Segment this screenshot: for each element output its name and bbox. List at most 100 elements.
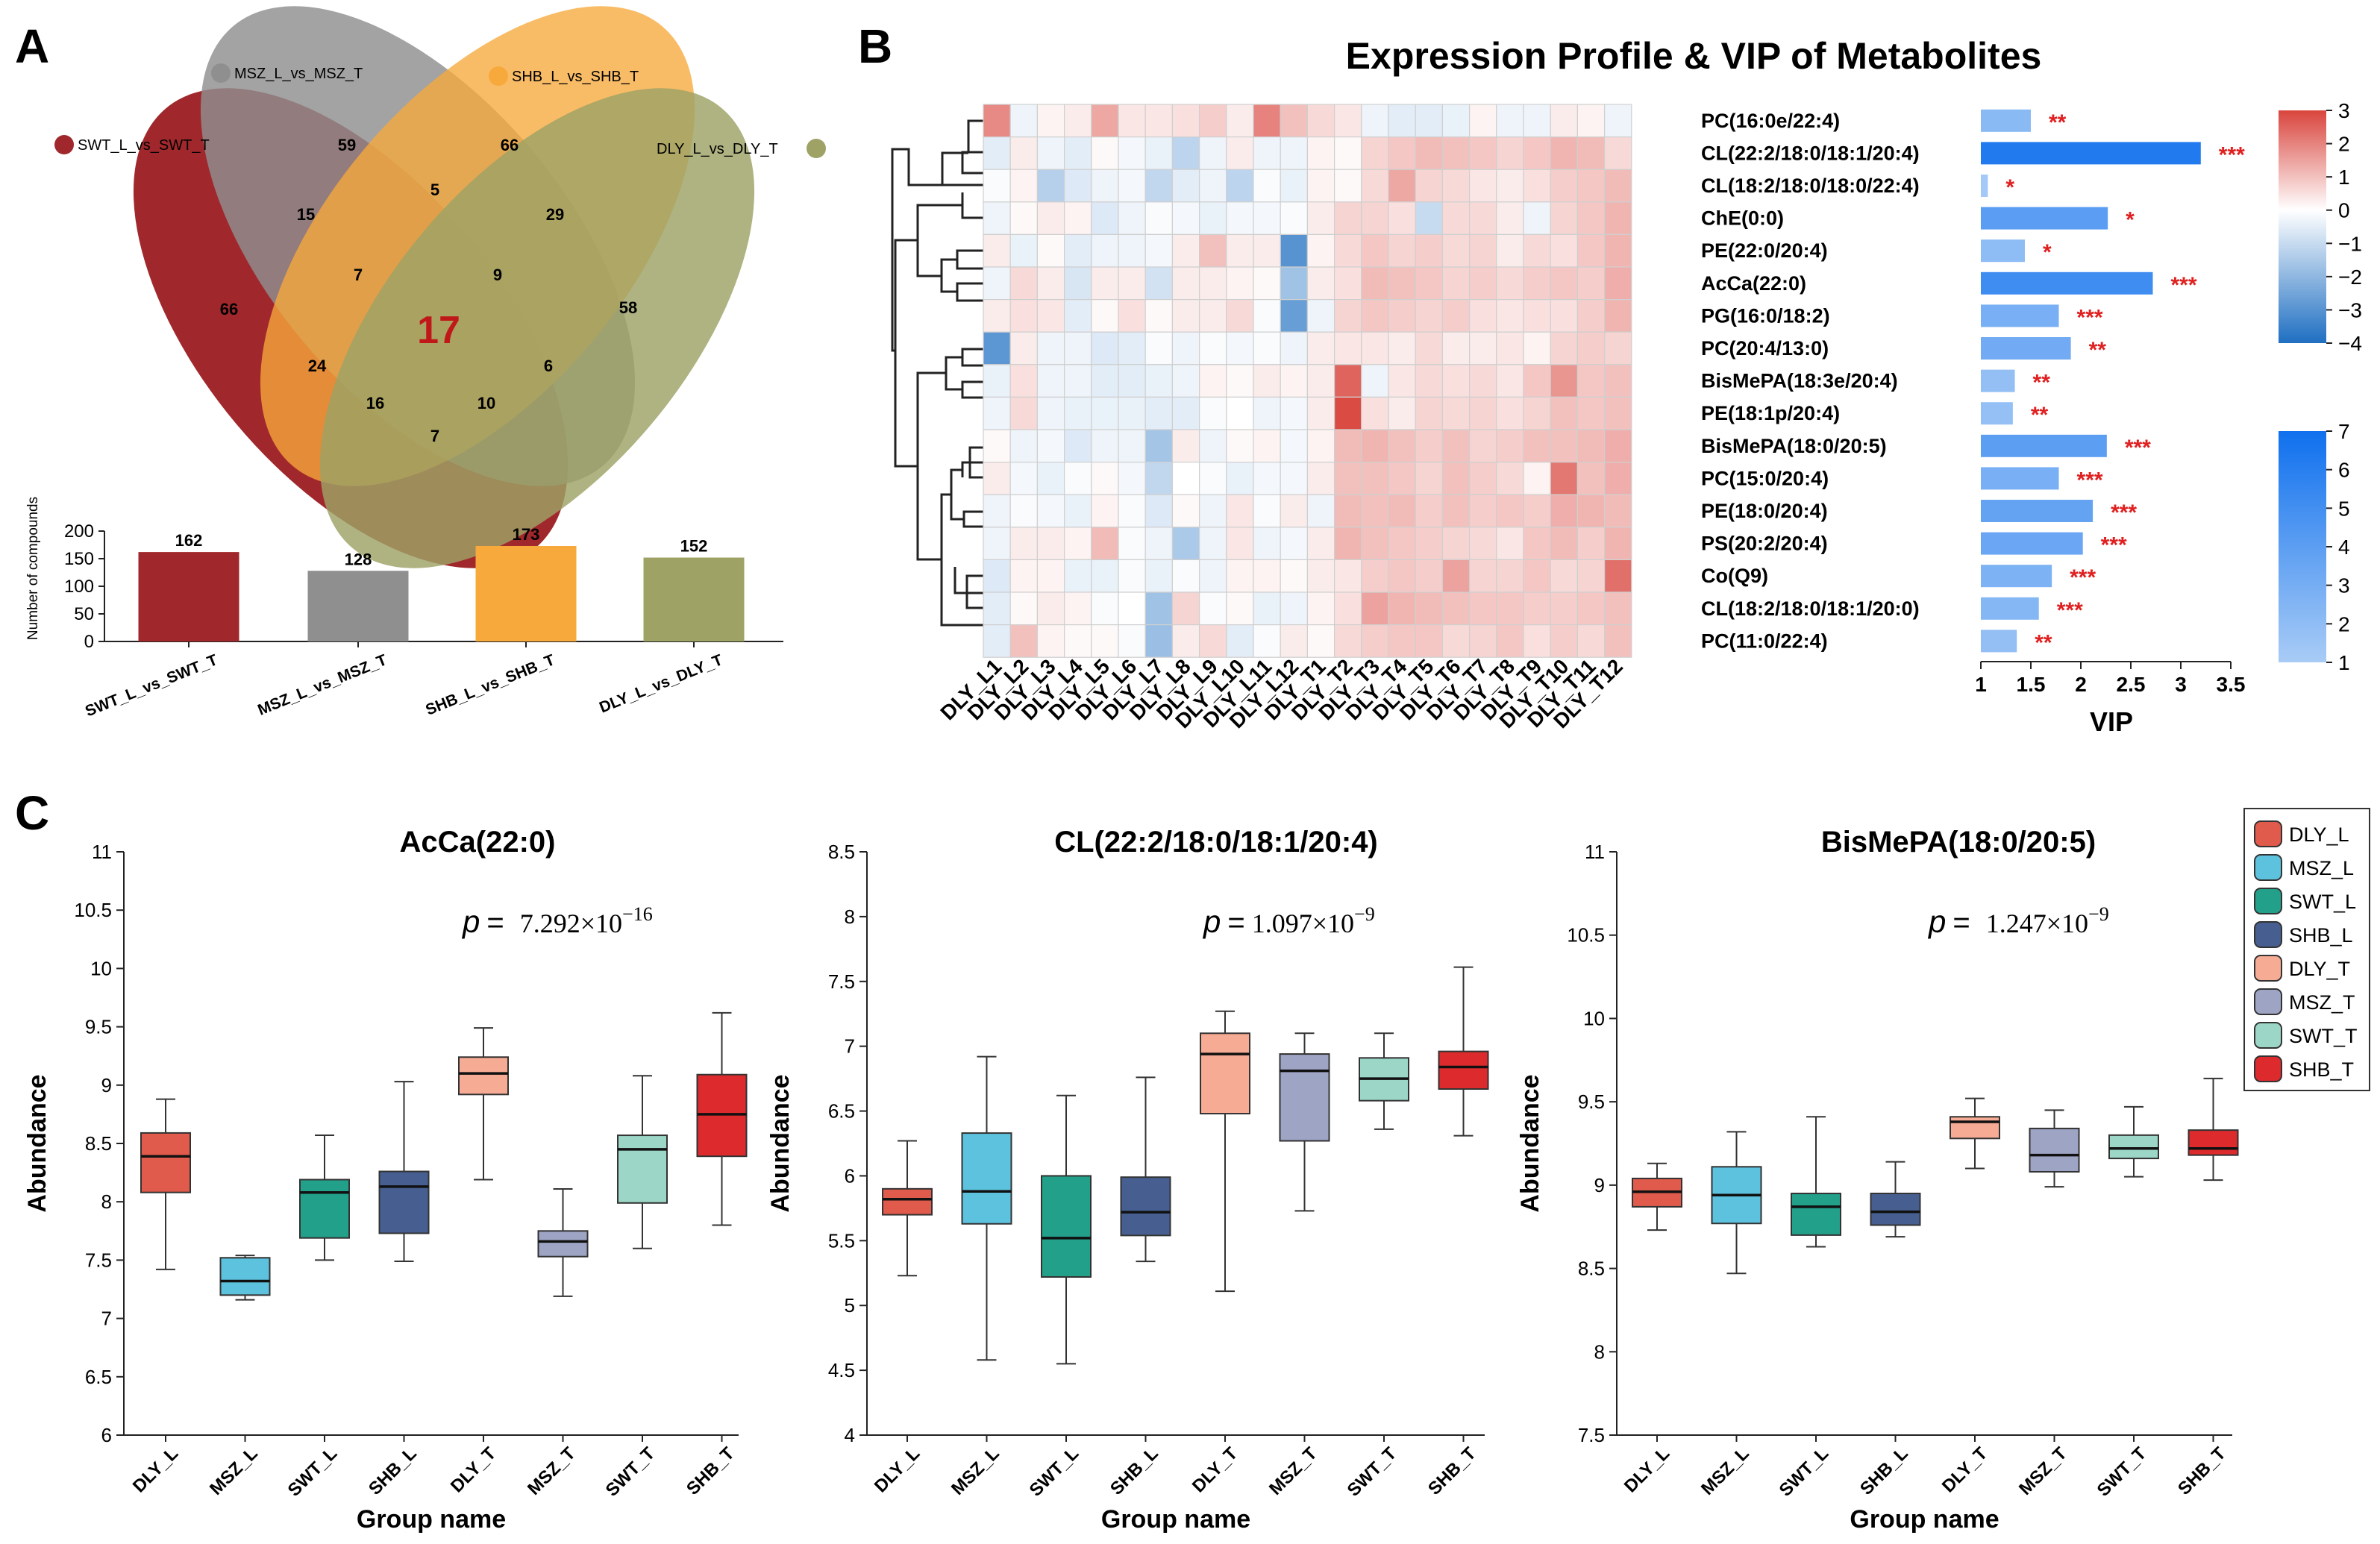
heatmap-cell bbox=[1550, 201, 1578, 235]
heatmap-cell bbox=[1441, 169, 1471, 203]
heatmap-cell bbox=[1604, 331, 1632, 365]
heatmap-cell bbox=[1063, 266, 1092, 301]
heatmap-cell bbox=[1441, 461, 1471, 495]
heatmap-cell bbox=[1523, 136, 1551, 170]
heatmap-cell bbox=[1333, 396, 1362, 430]
heatmap-cell bbox=[1036, 364, 1065, 398]
heatmap-cell bbox=[1523, 527, 1551, 560]
heatmap-cell bbox=[1198, 624, 1227, 658]
box-y-tick-label: 10.5 bbox=[74, 899, 112, 921]
heatmap-cell bbox=[1171, 461, 1200, 495]
venn-count-msz-shb: 5 bbox=[430, 181, 439, 199]
vip-x-tick-label: 2 bbox=[2075, 673, 2087, 696]
heatmap-cell bbox=[1253, 559, 1281, 593]
heatmap-cell bbox=[1253, 461, 1281, 495]
panel-label-a: A bbox=[15, 19, 49, 73]
box bbox=[1120, 1176, 1171, 1237]
heatmap-cell bbox=[1388, 429, 1416, 463]
box bbox=[2029, 1127, 2080, 1173]
heatmap-cell bbox=[1280, 364, 1308, 398]
heatmap-cell bbox=[1468, 429, 1497, 463]
vip-significance: ** bbox=[2035, 630, 2052, 655]
heatmap-cell bbox=[1333, 136, 1362, 170]
heatmap-cell bbox=[1226, 233, 1254, 268]
heatmap-cell bbox=[1198, 299, 1227, 333]
heatmap-cell bbox=[1253, 201, 1281, 235]
heatmap-row-label: Co(Q9) bbox=[1701, 565, 1768, 587]
heatmap-cell bbox=[1604, 494, 1632, 528]
box-x-tick-label: SWT_T bbox=[2094, 1443, 2151, 1501]
box bbox=[2188, 1129, 2239, 1156]
heatmap-cell bbox=[983, 136, 1011, 170]
vip-bar bbox=[1981, 239, 2025, 263]
box bbox=[458, 1056, 509, 1096]
box bbox=[1791, 1193, 1841, 1236]
heatmap-cell bbox=[1198, 169, 1227, 203]
heatmap-cell bbox=[1496, 299, 1524, 333]
heatmap-cell bbox=[1118, 494, 1146, 528]
heatmap-cell bbox=[1036, 169, 1065, 203]
heatmap-row-label: BisMePA(18:3e/20:4) bbox=[1701, 370, 1898, 392]
heatmap-cell bbox=[983, 169, 1011, 203]
heatmap-cell bbox=[1333, 299, 1362, 333]
heatmap-cell bbox=[1280, 136, 1308, 170]
heatmap-cell bbox=[1576, 527, 1606, 560]
heatmap-cell bbox=[1198, 233, 1227, 268]
heatmap-cell bbox=[1361, 104, 1389, 138]
heatmap-cell bbox=[1523, 266, 1551, 301]
heatmap-cell bbox=[1604, 461, 1632, 495]
box-ylabel: Abundance bbox=[23, 1074, 51, 1212]
heatmap-cell bbox=[1604, 364, 1632, 398]
box-x-tick-label: SHB_L bbox=[1106, 1443, 1162, 1499]
heatmap-cell bbox=[1171, 233, 1200, 268]
heatmap-cell bbox=[1226, 266, 1254, 301]
vip-significance: *** bbox=[2070, 565, 2096, 590]
venn-count-swt-shb-dly: 16 bbox=[366, 394, 384, 412]
heatmap-cell bbox=[1091, 136, 1119, 170]
heatmap-cell bbox=[1306, 331, 1335, 365]
heatmap-title: Expression Profile & VIP of Metabolites bbox=[1346, 35, 2042, 77]
heatmap-cell bbox=[1496, 201, 1524, 235]
heatmap-row-label: PG(16:0/18:2) bbox=[1701, 304, 1830, 327]
heatmap-cell bbox=[1576, 429, 1606, 463]
heatmap-cell bbox=[1333, 559, 1362, 593]
heatmap-cell bbox=[1415, 396, 1443, 430]
vip-significance: * bbox=[2043, 240, 2052, 265]
heatmap-colorbar-label: −3 bbox=[2338, 298, 2362, 321]
box bbox=[299, 1179, 350, 1239]
heatmap-cell bbox=[1523, 591, 1551, 626]
box-x-tick-label: MSZ_L bbox=[948, 1443, 1003, 1499]
heatmap-cell bbox=[1063, 201, 1092, 235]
heatmap-cell bbox=[1036, 331, 1065, 365]
heatmap-row-label: BisMePA(18:0/20:5) bbox=[1701, 435, 1887, 457]
box bbox=[1950, 1116, 2000, 1140]
heatmap-cell bbox=[1388, 104, 1416, 138]
vip-bar bbox=[1981, 630, 2017, 653]
heatmap-cell bbox=[1604, 104, 1632, 138]
heatmap-cell bbox=[1496, 331, 1524, 365]
box bbox=[219, 1257, 271, 1296]
heatmap-cell bbox=[1361, 233, 1389, 268]
heatmap-cell bbox=[1523, 559, 1551, 593]
heatmap-cell bbox=[1280, 494, 1308, 528]
heatmap-cell bbox=[1118, 104, 1146, 138]
heatmap-cell bbox=[1468, 201, 1497, 235]
box-x-tick-label: SHB_T bbox=[683, 1443, 739, 1499]
box bbox=[1870, 1193, 1921, 1226]
heatmap-cell bbox=[1496, 364, 1524, 398]
vip-x-tick-label: 1 bbox=[1975, 673, 1987, 696]
heatmap-cell bbox=[1280, 331, 1308, 365]
heatmap-row-label: CL(18:2/18:0/18:1/20:0) bbox=[1701, 597, 1920, 620]
heatmap-cell bbox=[1550, 527, 1578, 560]
vip-bar bbox=[1981, 272, 2153, 295]
heatmap-cell bbox=[1361, 299, 1389, 333]
heatmap-cell bbox=[983, 266, 1011, 301]
heatmap-cell bbox=[1063, 169, 1092, 203]
heatmap-cell bbox=[1091, 591, 1119, 626]
vip-significance: *** bbox=[2111, 500, 2137, 525]
heatmap-cell bbox=[1333, 233, 1362, 268]
heatmap-cell bbox=[1361, 169, 1389, 203]
heatmap-cell bbox=[1226, 136, 1254, 170]
heatmap-cell bbox=[1361, 136, 1389, 170]
venn-count-msz: 59 bbox=[338, 136, 356, 154]
